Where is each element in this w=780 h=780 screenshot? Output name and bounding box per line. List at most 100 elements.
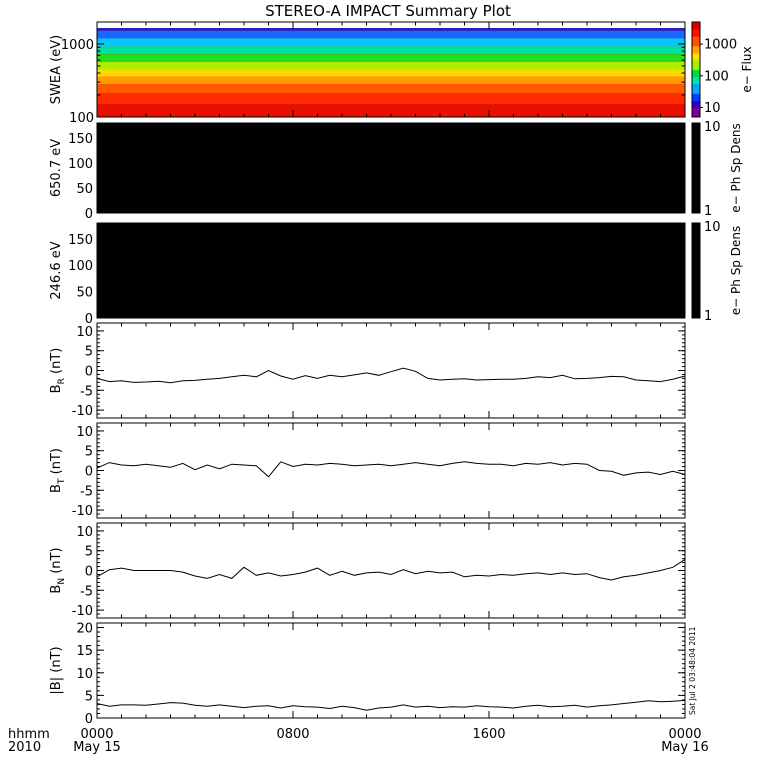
x-tick-date: May 16 (661, 740, 709, 755)
colorbar-tick-label: 1 (704, 204, 712, 219)
y-tick-label: 5 (85, 445, 93, 460)
spectrogram-band (97, 30, 685, 39)
colorbar-tick-label: 10 (704, 120, 721, 135)
colorbar-segment (692, 29, 700, 32)
y-axis-label-unit: (nT) (49, 547, 64, 577)
y-tick-label: 1000 (61, 38, 94, 53)
y-tick-label: 20 (76, 622, 93, 637)
y-tick-label: 0 (85, 365, 93, 380)
colorbar-segment (692, 41, 700, 44)
y-tick-label: 50 (76, 286, 93, 301)
spectrogram-band (97, 84, 685, 94)
panel-7: 0 5 10 15 20 |B| (nT) (49, 622, 686, 727)
y-axis-label: BN (nT) (49, 547, 67, 593)
y-axis-label-subscript: R (57, 378, 67, 384)
panel-frame (96, 322, 686, 419)
y-tick-label: 5 (85, 689, 93, 704)
colorbar: 10 1 e− Ph Sp Dens (691, 220, 743, 324)
y-axis-label: SWEA (eV) (49, 35, 64, 104)
colorbar-label: e− Ph Sp Dens (729, 123, 743, 212)
x-tick-label: 0000 (668, 727, 701, 742)
x-tick-label: 0000 (80, 727, 113, 742)
panel-frame (96, 422, 686, 519)
y-axis-label-main: B (49, 585, 64, 594)
y-tick-label: -10 (72, 604, 93, 619)
y-tick-label: -5 (80, 484, 93, 499)
colorbar-segment (692, 100, 700, 104)
spectrogram-band (97, 62, 685, 70)
colorbar-segment (692, 31, 700, 35)
time-axis-label: hhmm (8, 727, 50, 742)
colorbar-segment (692, 33, 700, 37)
panel-2: 10 1 e− Ph Sp Dens 0 50 100 150 650.7 eV (49, 120, 743, 222)
colorbar-segment (692, 24, 700, 28)
spectrogram-band (97, 76, 685, 85)
y-tick-label: 10 (76, 325, 93, 340)
colorbar-segment (692, 98, 700, 101)
y-tick-label: 0 (85, 207, 93, 222)
colorbar-segment (692, 50, 700, 54)
colorbar-segment (692, 55, 700, 59)
colorbar-tick-label: 10 (704, 101, 721, 116)
colorbar-tick-label: 1000 (704, 38, 737, 53)
colorbar-segment (692, 107, 700, 111)
y-tick-label: 5 (85, 545, 93, 560)
y-tick-label: 0 (85, 465, 93, 480)
colorbar-segment (692, 112, 700, 116)
colorbar-frame (691, 122, 701, 214)
series-line (96, 367, 686, 384)
y-tick-label: 0 (85, 712, 93, 727)
colorbar-segment (692, 26, 700, 30)
panel-5: -10 -5 0 5 10 BT (nT) (49, 422, 686, 519)
time-axis-year: 2010 (8, 740, 41, 755)
y-axis-label-unit: (nT) (49, 448, 64, 478)
colorbar-segment (692, 79, 700, 82)
x-tick-label: 1600 (472, 727, 505, 742)
phase-density-heatmap (97, 223, 685, 318)
colorbar-segment (692, 69, 700, 73)
colorbar: 10 1 e− Ph Sp Dens (691, 120, 743, 219)
y-axis-label-subscript: T (57, 478, 67, 485)
y-tick-label: 0 (85, 565, 93, 580)
colorbar-segment (692, 52, 700, 56)
y-tick-label: -5 (80, 384, 93, 399)
panel-4: -10 -5 0 5 10 BR (nT) (49, 322, 686, 419)
colorbar-segment (692, 114, 700, 118)
y-axis-label: |B| (nT) (49, 646, 64, 694)
y-axis-label: BT (nT) (49, 448, 67, 493)
colorbar-segment (692, 88, 700, 92)
colorbar-segment (692, 93, 700, 97)
y-tick-label: 10 (76, 525, 93, 540)
y-tick-label: 50 (76, 182, 93, 197)
colorbar-segment (692, 57, 700, 61)
x-tick-date: May 15 (73, 740, 121, 755)
colorbar-segment (692, 86, 700, 89)
colorbar-tick-label: 100 (704, 69, 729, 84)
colorbar-frame (691, 21, 701, 118)
x-tick-label: 0800 (276, 727, 309, 742)
colorbar-segment (692, 74, 700, 78)
colorbar-segment (692, 67, 700, 70)
colorbar-segment (692, 38, 700, 42)
y-axis-label-main: B (49, 484, 64, 493)
series-line (96, 461, 686, 478)
colorbar-segment (692, 64, 700, 68)
y-tick-label: -10 (72, 404, 93, 419)
y-tick-label: 150 (68, 132, 93, 147)
colorbar-segment (692, 95, 700, 99)
y-tick-label: 10 (76, 667, 93, 682)
y-tick-label: 150 (68, 233, 93, 248)
y-axis-label: BR (nT) (49, 348, 67, 394)
colorbar-label: e− Flux (740, 46, 754, 92)
colorbar-tick-label: 1 (704, 309, 712, 324)
y-axis-label-unit: (nT) (49, 646, 64, 676)
colorbar-segment (692, 36, 700, 40)
colorbar-segment (692, 45, 700, 49)
panel-3: 10 1 e− Ph Sp Dens 0 50 100 150 246.6 eV (49, 220, 743, 327)
y-axis-label-main: B (49, 384, 64, 393)
